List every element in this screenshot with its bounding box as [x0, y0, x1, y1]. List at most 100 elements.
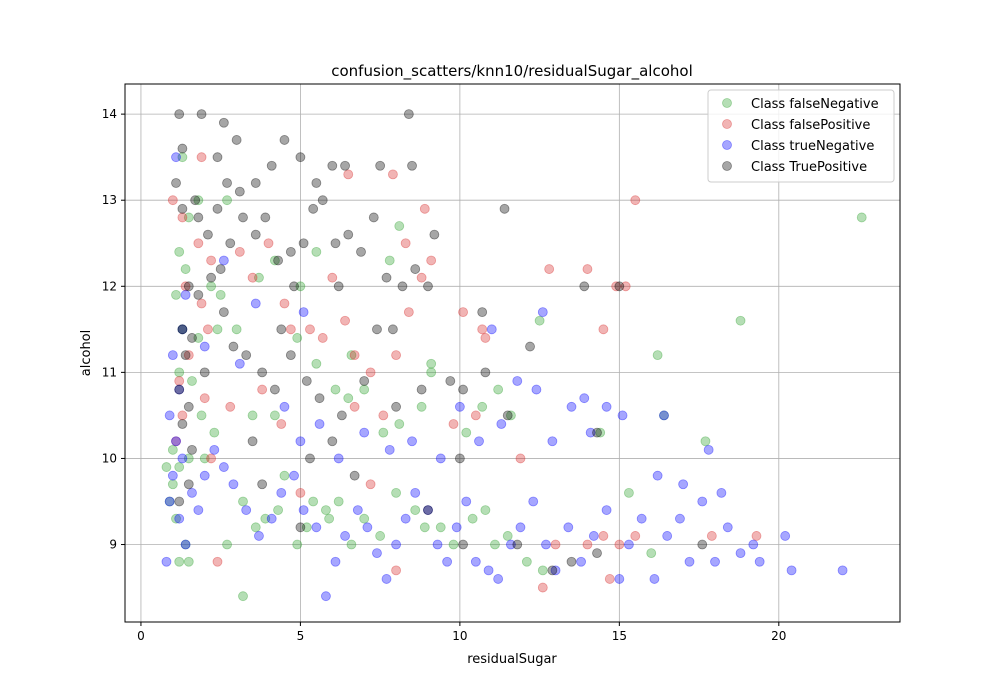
data-point — [206, 255, 217, 266]
data-point — [601, 505, 612, 515]
data-point — [180, 539, 191, 550]
data-point — [228, 479, 239, 490]
data-point — [506, 539, 516, 550]
data-point — [458, 539, 468, 550]
y-tick-label: 13 — [102, 193, 117, 207]
data-point — [652, 350, 663, 361]
data-point — [266, 513, 277, 524]
data-point — [238, 496, 248, 507]
data-point — [419, 203, 430, 214]
data-point — [231, 135, 242, 145]
data-point — [375, 531, 386, 541]
data-point — [167, 479, 178, 490]
data-point — [225, 238, 236, 249]
data-point — [362, 522, 373, 533]
data-point — [222, 195, 232, 206]
data-point — [403, 109, 414, 120]
data-point — [336, 410, 347, 421]
data-point — [177, 419, 188, 429]
data-point — [410, 264, 421, 274]
data-point — [454, 453, 465, 464]
data-point — [649, 574, 660, 584]
data-point — [254, 531, 264, 541]
data-point — [659, 410, 669, 421]
data-point — [187, 487, 197, 498]
data-point — [722, 522, 733, 533]
data-point — [531, 384, 542, 395]
data-point — [285, 350, 296, 361]
series-0 — [161, 152, 867, 602]
data-point — [614, 539, 625, 550]
data-point — [384, 444, 395, 455]
data-point — [566, 401, 577, 412]
data-point — [343, 229, 354, 240]
data-point — [183, 281, 194, 292]
data-point — [228, 341, 239, 352]
data-point — [388, 169, 398, 180]
data-point — [780, 531, 791, 541]
data-point — [550, 565, 561, 576]
data-point — [177, 203, 188, 214]
data-point — [512, 539, 523, 550]
data-point — [419, 522, 430, 533]
x-tick-label: 15 — [612, 629, 627, 643]
data-point — [289, 281, 299, 292]
data-point — [697, 496, 708, 507]
data-point — [171, 289, 181, 300]
data-point — [167, 350, 178, 361]
legend-label: Class TruePositive — [751, 160, 867, 175]
data-point — [410, 487, 421, 498]
data-point — [269, 255, 280, 266]
data-point — [196, 298, 207, 309]
data-point — [624, 539, 634, 550]
legend-marker — [722, 119, 732, 129]
data-point — [174, 367, 185, 378]
data-point — [416, 272, 427, 283]
data-point — [174, 384, 185, 395]
data-point — [521, 556, 532, 567]
data-point — [292, 539, 303, 550]
data-point — [400, 513, 411, 524]
data-point — [180, 539, 191, 550]
data-point — [311, 246, 322, 257]
data-point — [710, 556, 720, 567]
data-point — [359, 427, 370, 438]
data-point — [493, 574, 504, 584]
data-point — [372, 548, 382, 559]
data-point — [174, 384, 185, 395]
data-point — [582, 539, 593, 550]
data-point — [340, 160, 350, 171]
data-point — [164, 496, 175, 507]
data-point — [174, 109, 185, 120]
data-point — [273, 255, 283, 266]
data-point — [378, 427, 389, 438]
data-point — [512, 376, 523, 386]
x-tick-label: 20 — [771, 629, 786, 643]
data-point — [636, 513, 647, 524]
data-point — [187, 376, 197, 386]
data-point — [171, 178, 181, 188]
data-point — [426, 255, 437, 266]
data-point — [365, 479, 376, 490]
data-point — [324, 513, 335, 524]
data-point — [199, 470, 210, 481]
data-point — [343, 169, 354, 180]
data-point — [317, 195, 328, 206]
data-point — [314, 393, 325, 404]
data-point — [588, 531, 599, 541]
data-point — [349, 350, 360, 361]
data-point — [209, 444, 220, 455]
data-point — [837, 565, 848, 576]
data-point — [305, 324, 315, 335]
data-point — [222, 539, 232, 550]
data-point — [703, 444, 714, 455]
data-point — [301, 522, 312, 533]
data-point — [295, 152, 306, 163]
data-point — [378, 410, 389, 421]
data-point — [183, 556, 194, 567]
data-point — [340, 531, 350, 541]
data-point — [295, 522, 306, 533]
data-point — [480, 333, 491, 343]
data-point — [171, 152, 181, 163]
data-point — [215, 264, 226, 274]
